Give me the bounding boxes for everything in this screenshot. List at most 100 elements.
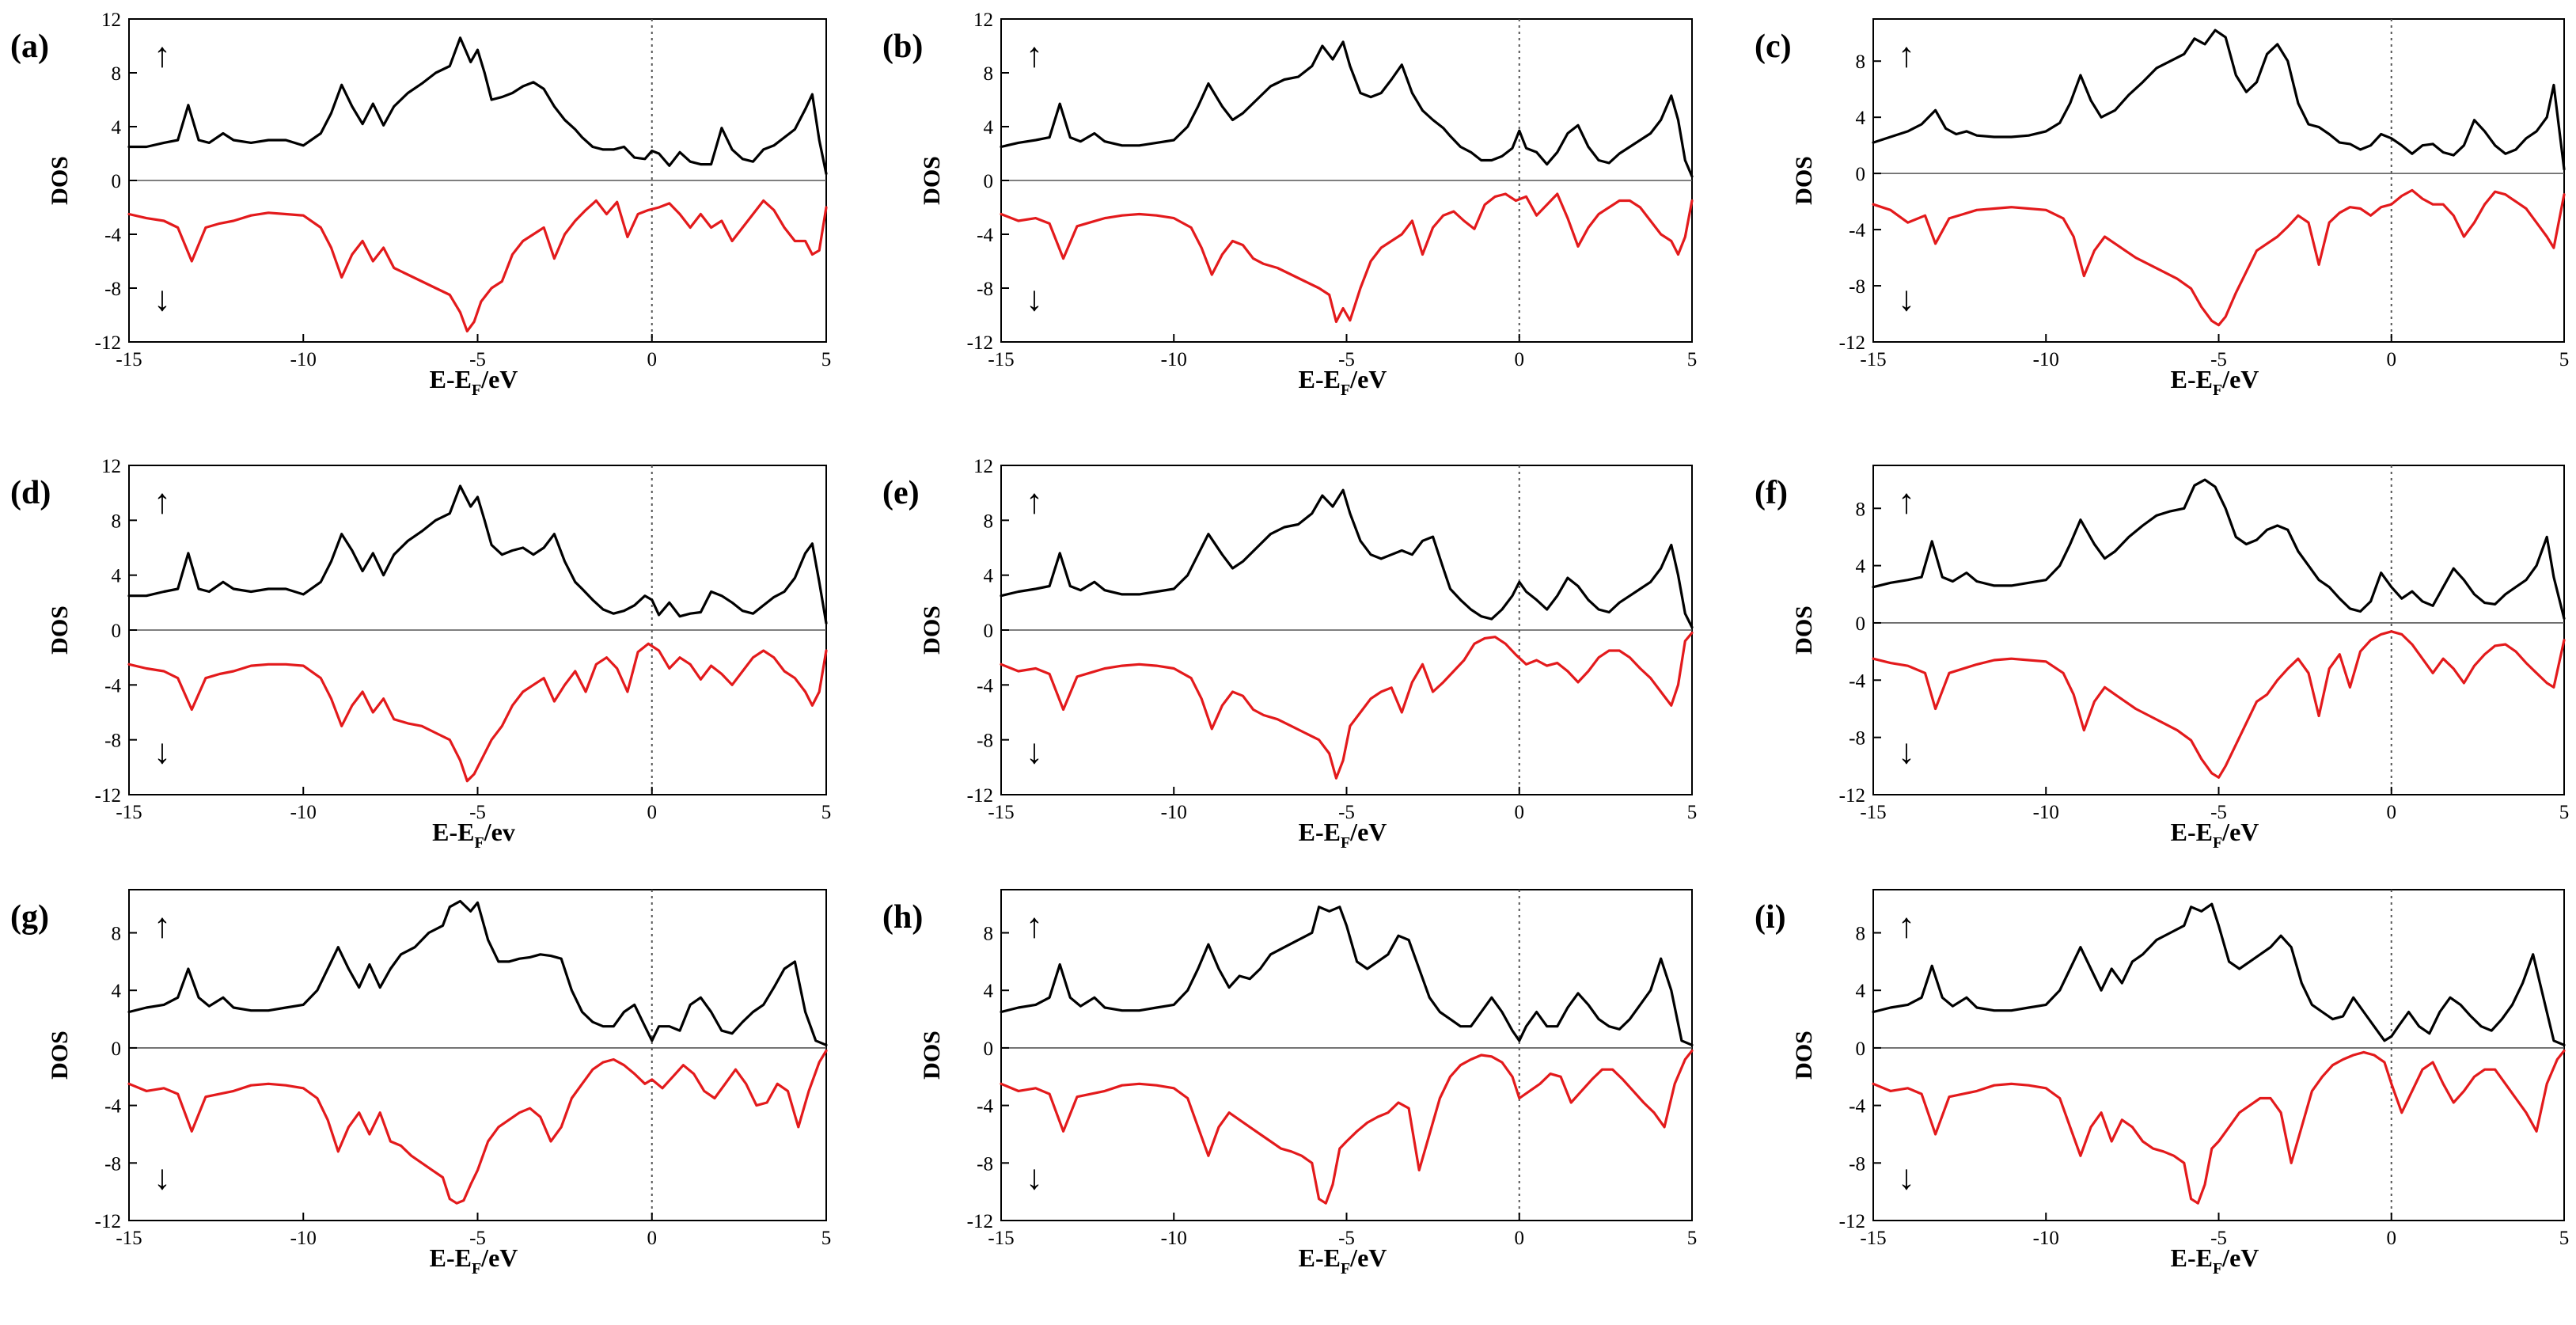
y-tick-label: -12 <box>967 1211 993 1232</box>
spin-down-curve <box>1000 631 1694 780</box>
y-tick-label: -12 <box>1839 785 1865 807</box>
y-tick-label: 8 <box>112 924 122 945</box>
y-axis-label: DOS <box>1791 1031 1817 1080</box>
x-axis-label-main: E-E <box>2171 818 2213 846</box>
y-tick-label: 8 <box>984 511 994 532</box>
y-axis-label: DOS <box>919 1031 945 1080</box>
x-axis-label-subscript: F <box>2213 1260 2222 1278</box>
x-axis-label: E-EF/eV <box>430 365 518 399</box>
y-tick-label: 0 <box>112 621 122 642</box>
panel-label: (b) <box>882 28 923 65</box>
spin-down-curve <box>1000 1049 1694 1205</box>
x-axis-label-main: E-E <box>2171 365 2213 393</box>
x-axis-label-main: E-E <box>1299 365 1341 393</box>
x-axis-label-unit: /eV <box>2221 365 2259 393</box>
x-tick-label: -10 <box>290 1228 317 1249</box>
y-tick-label: 8 <box>112 511 122 532</box>
y-axis-label: DOS <box>47 606 73 655</box>
panel-label: (a) <box>10 28 49 65</box>
y-tick-label: -8 <box>1849 1153 1865 1175</box>
x-axis-label-unit: /eV <box>480 365 518 393</box>
x-axis-label-unit: /eV <box>2221 818 2259 846</box>
x-tick-label: -15 <box>988 1228 1014 1249</box>
x-axis-label-unit: /eV <box>2221 1243 2259 1272</box>
spin-up-curve <box>127 484 828 625</box>
x-tick-label: -15 <box>116 349 142 370</box>
x-tick-label: -10 <box>2033 802 2059 823</box>
y-tick-label: 0 <box>984 621 994 642</box>
x-tick-label: -10 <box>1161 349 1187 370</box>
x-tick-label: -10 <box>2033 349 2059 370</box>
y-tick-label: 0 <box>984 1038 994 1060</box>
spin-down-curve <box>127 199 828 332</box>
y-tick-label: 8 <box>112 63 122 85</box>
x-axis-label-subscript: F <box>472 382 481 399</box>
spin-up-arrow: ↑ <box>154 482 171 521</box>
x-axis-label: E-EF/ev <box>432 818 515 852</box>
x-axis-label-main: E-E <box>432 818 474 846</box>
spin-up-arrow: ↑ <box>1026 906 1043 945</box>
spin-up-arrow: ↑ <box>1026 36 1043 74</box>
y-tick-label: -8 <box>104 1153 121 1175</box>
y-tick-label: -12 <box>967 785 993 807</box>
x-axis-label-unit: /eV <box>1349 1243 1387 1272</box>
y-axis-label: DOS <box>47 1031 73 1080</box>
y-tick-label: 12 <box>101 456 121 477</box>
x-tick-label: -15 <box>116 1228 142 1249</box>
spin-up-arrow: ↑ <box>1898 906 1915 945</box>
x-tick-label: -15 <box>1860 1228 1886 1249</box>
x-tick-label: -10 <box>290 802 317 823</box>
y-tick-label: -4 <box>1849 670 1865 692</box>
x-tick-label: 0 <box>1515 349 1525 370</box>
y-tick-label: 4 <box>984 981 994 1002</box>
x-tick-label: 0 <box>2387 802 2397 823</box>
x-tick-label: -15 <box>116 802 142 823</box>
x-tick-label: -10 <box>290 349 317 370</box>
x-axis-label: E-EF/eV <box>2171 365 2259 399</box>
y-tick-label: 8 <box>984 924 994 945</box>
x-axis-label-subscript: F <box>1341 382 1350 399</box>
spin-down-curve <box>127 642 828 783</box>
y-tick-label: -8 <box>977 279 993 300</box>
y-axis-label: DOS <box>919 156 945 205</box>
x-axis-label-subscript: F <box>1341 834 1350 852</box>
y-tick-label: 0 <box>1856 613 1866 635</box>
x-tick-label: -5 <box>469 1228 486 1249</box>
y-tick-label: -4 <box>104 675 121 697</box>
x-axis-label: E-EF/eV <box>2171 818 2259 852</box>
y-axis-label: DOS <box>1791 156 1817 205</box>
x-axis-label-subscript: F <box>1341 1260 1350 1278</box>
y-tick-label: 4 <box>984 566 994 587</box>
y-tick-label: 12 <box>973 456 993 477</box>
y-tick-label: 4 <box>1856 981 1866 1002</box>
x-tick-label: -5 <box>1338 349 1355 370</box>
y-tick-label: 12 <box>101 9 121 31</box>
y-tick-label: 0 <box>1856 1038 1866 1060</box>
x-tick-label: -15 <box>1860 349 1886 370</box>
y-tick-label: -8 <box>104 279 121 300</box>
x-tick-label: 0 <box>647 802 658 823</box>
spin-up-arrow: ↑ <box>154 906 171 945</box>
x-tick-label: -15 <box>988 349 1014 370</box>
spin-down-arrow: ↓ <box>1898 1158 1915 1197</box>
panel-label: (i) <box>1755 899 1786 936</box>
y-tick-label: -4 <box>977 1096 993 1118</box>
y-tick-label: -8 <box>1849 276 1865 298</box>
x-axis-label-main: E-E <box>1299 1243 1341 1272</box>
plot-frame <box>1000 889 1693 1221</box>
spin-down-arrow: ↓ <box>1026 732 1043 771</box>
x-axis-label-subscript: F <box>2213 834 2222 852</box>
x-tick-label: -15 <box>1860 802 1886 823</box>
x-axis-label-main: E-E <box>430 365 472 393</box>
y-tick-label: 12 <box>973 9 993 31</box>
x-tick-label: 0 <box>1515 802 1525 823</box>
y-tick-label: 0 <box>984 171 994 192</box>
x-tick-label: -5 <box>1338 1228 1355 1249</box>
x-axis-label: E-EF/eV <box>1299 818 1387 852</box>
y-tick-label: 4 <box>1856 556 1866 578</box>
dos-panel: 12 8 4 0 -4 -8 -12-15 -10 -5 0 5 ↑ ↓ (b) DOS E-EF/eV <box>882 9 1697 399</box>
dos-panel: 12 8 4 0 -4 -8 -12-15 -10 -5 0 5 ↑ ↓ (a) DOS E-EF/eV <box>10 9 831 399</box>
y-tick-label: -12 <box>95 785 121 807</box>
y-tick-label: -4 <box>104 225 121 246</box>
y-tick-label: -12 <box>1839 1211 1865 1232</box>
